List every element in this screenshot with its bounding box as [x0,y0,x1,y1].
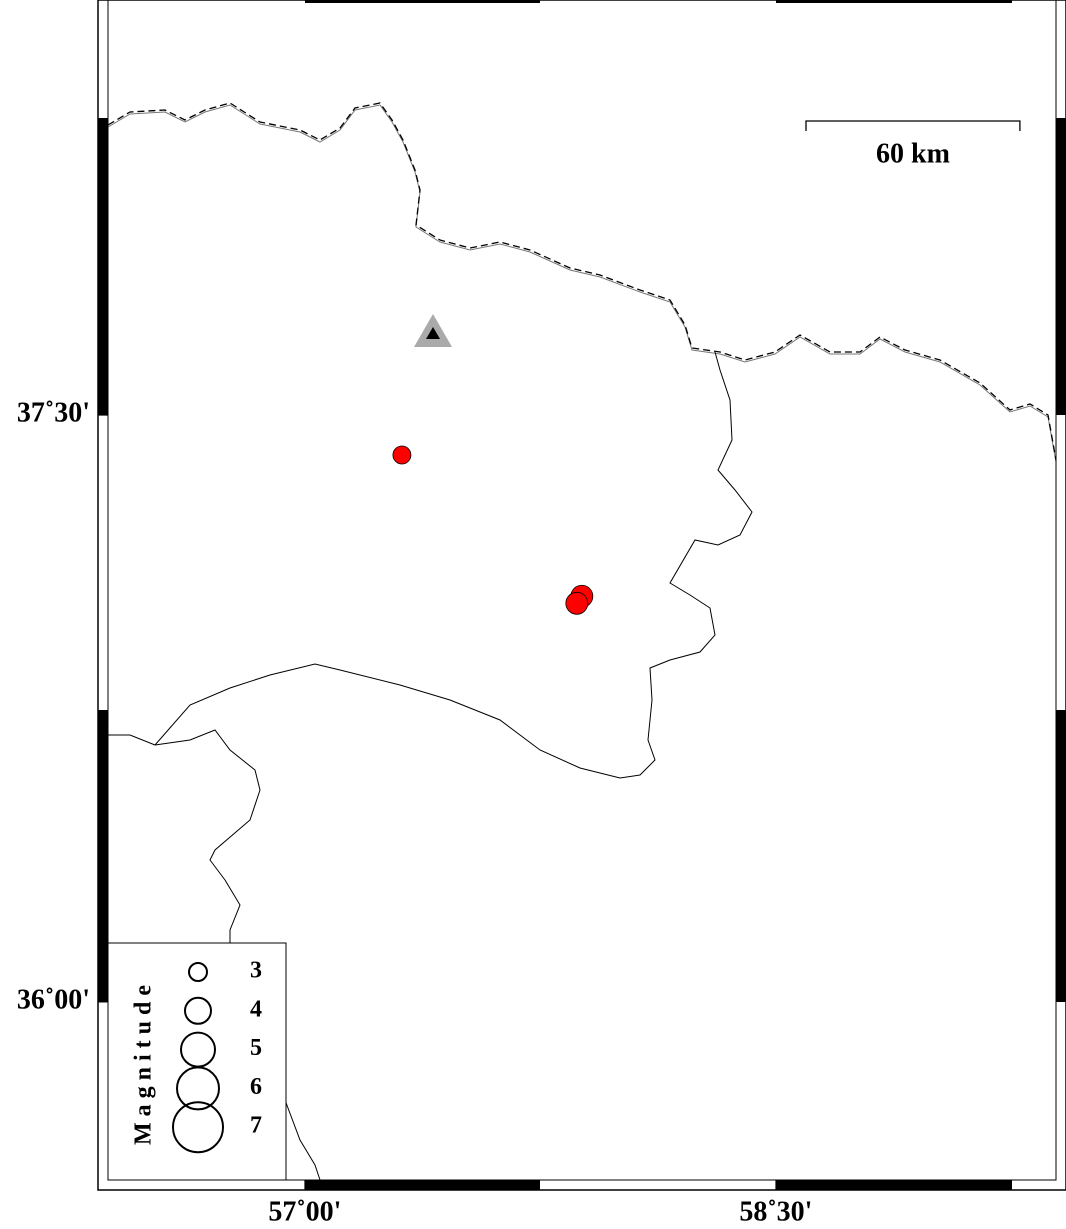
frame-inner [107,0,1057,1181]
frame-bar [1056,118,1066,415]
y-tick-label: 36˚00' [17,984,90,1015]
frame-bar [776,1180,1012,1190]
legend-circle [188,962,208,982]
legend-title: Magnitude [131,979,157,1145]
station-core [426,326,441,339]
event [565,591,589,615]
legend-circle [172,1101,224,1154]
legend-label: 5 [250,1035,262,1061]
frame-bar [98,710,108,1002]
legend-label: 6 [250,1074,262,1100]
scale-bar [805,120,1021,131]
scale-label: 60 km [876,138,950,169]
frame-bar [98,118,108,415]
x-tick-label: 58˚30' [739,1196,812,1227]
legend-label: 3 [250,958,262,984]
province-boundary [108,351,753,779]
frame-bar [305,0,540,3]
event [392,445,412,465]
border-dashed [107,102,1057,461]
frame-bar [305,1180,540,1190]
legend-box [107,942,287,1181]
y-tick-label: 37˚30' [17,398,90,429]
legend-circle [176,1066,220,1111]
frame-outer [97,0,1066,1191]
legend-label: 4 [250,996,262,1022]
legend-circle [184,996,212,1025]
frame-bar [1056,710,1066,1002]
legend-label: 7 [250,1113,262,1139]
border-solid [107,104,1057,463]
frame [97,0,1066,1191]
frame-bar [776,0,1012,3]
x-tick-label: 57˚00' [268,1196,341,1227]
